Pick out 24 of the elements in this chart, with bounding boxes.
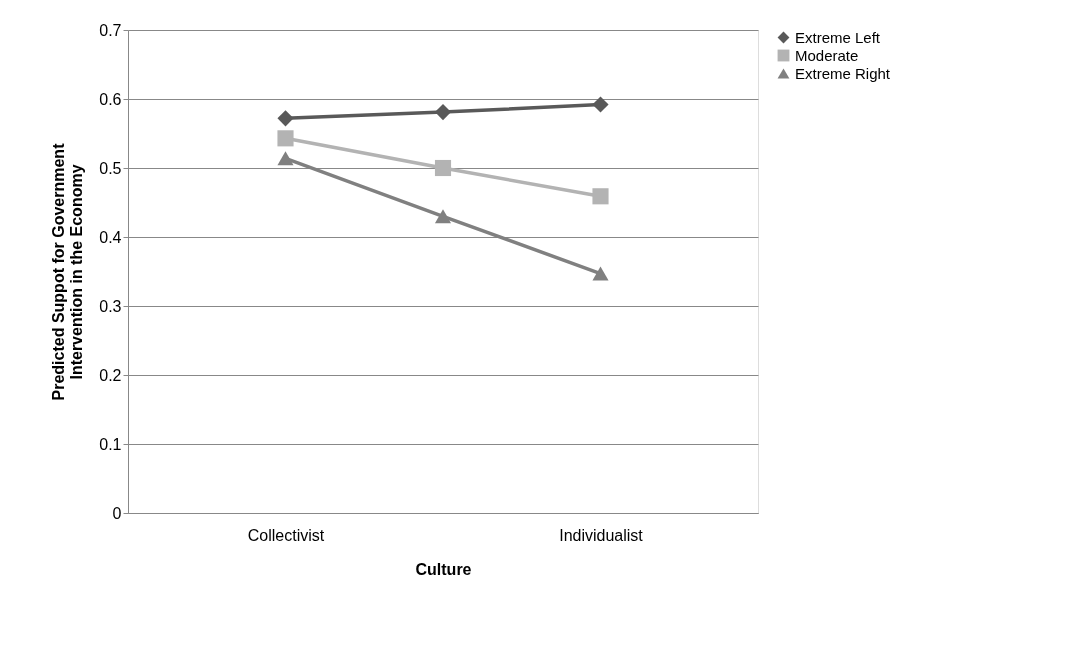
- point: [277, 110, 294, 127]
- y-tick-label: 0: [112, 504, 122, 522]
- x-axis-title: Culture: [415, 560, 472, 578]
- y-tick-label: 0.5: [99, 159, 122, 177]
- legend-label: Extreme Left: [795, 28, 881, 46]
- legend-label: Extreme Right: [795, 64, 891, 82]
- y-axis-title: Predicted Suppot for Government Intervention in the Economy: [50, 142, 86, 401]
- legend-label: Moderate: [795, 46, 859, 64]
- y-tick-label: 0.3: [99, 297, 122, 315]
- y-tick-label: 0.4: [99, 228, 122, 246]
- point: [277, 130, 294, 147]
- x-tick-label: Individualist: [559, 526, 644, 544]
- point: [434, 209, 452, 224]
- point: [592, 266, 609, 281]
- point: [434, 159, 452, 177]
- y-tick-label: 0.1: [99, 435, 122, 453]
- point: [592, 188, 609, 205]
- point: [277, 151, 294, 166]
- point: [434, 104, 452, 121]
- point: [592, 96, 609, 113]
- y-tick-label: 0.6: [99, 90, 122, 108]
- y-tick-label: 0.7: [99, 21, 122, 39]
- x-tick-label: Collectivist: [247, 526, 325, 544]
- y-tick-label: 0.2: [99, 366, 122, 384]
